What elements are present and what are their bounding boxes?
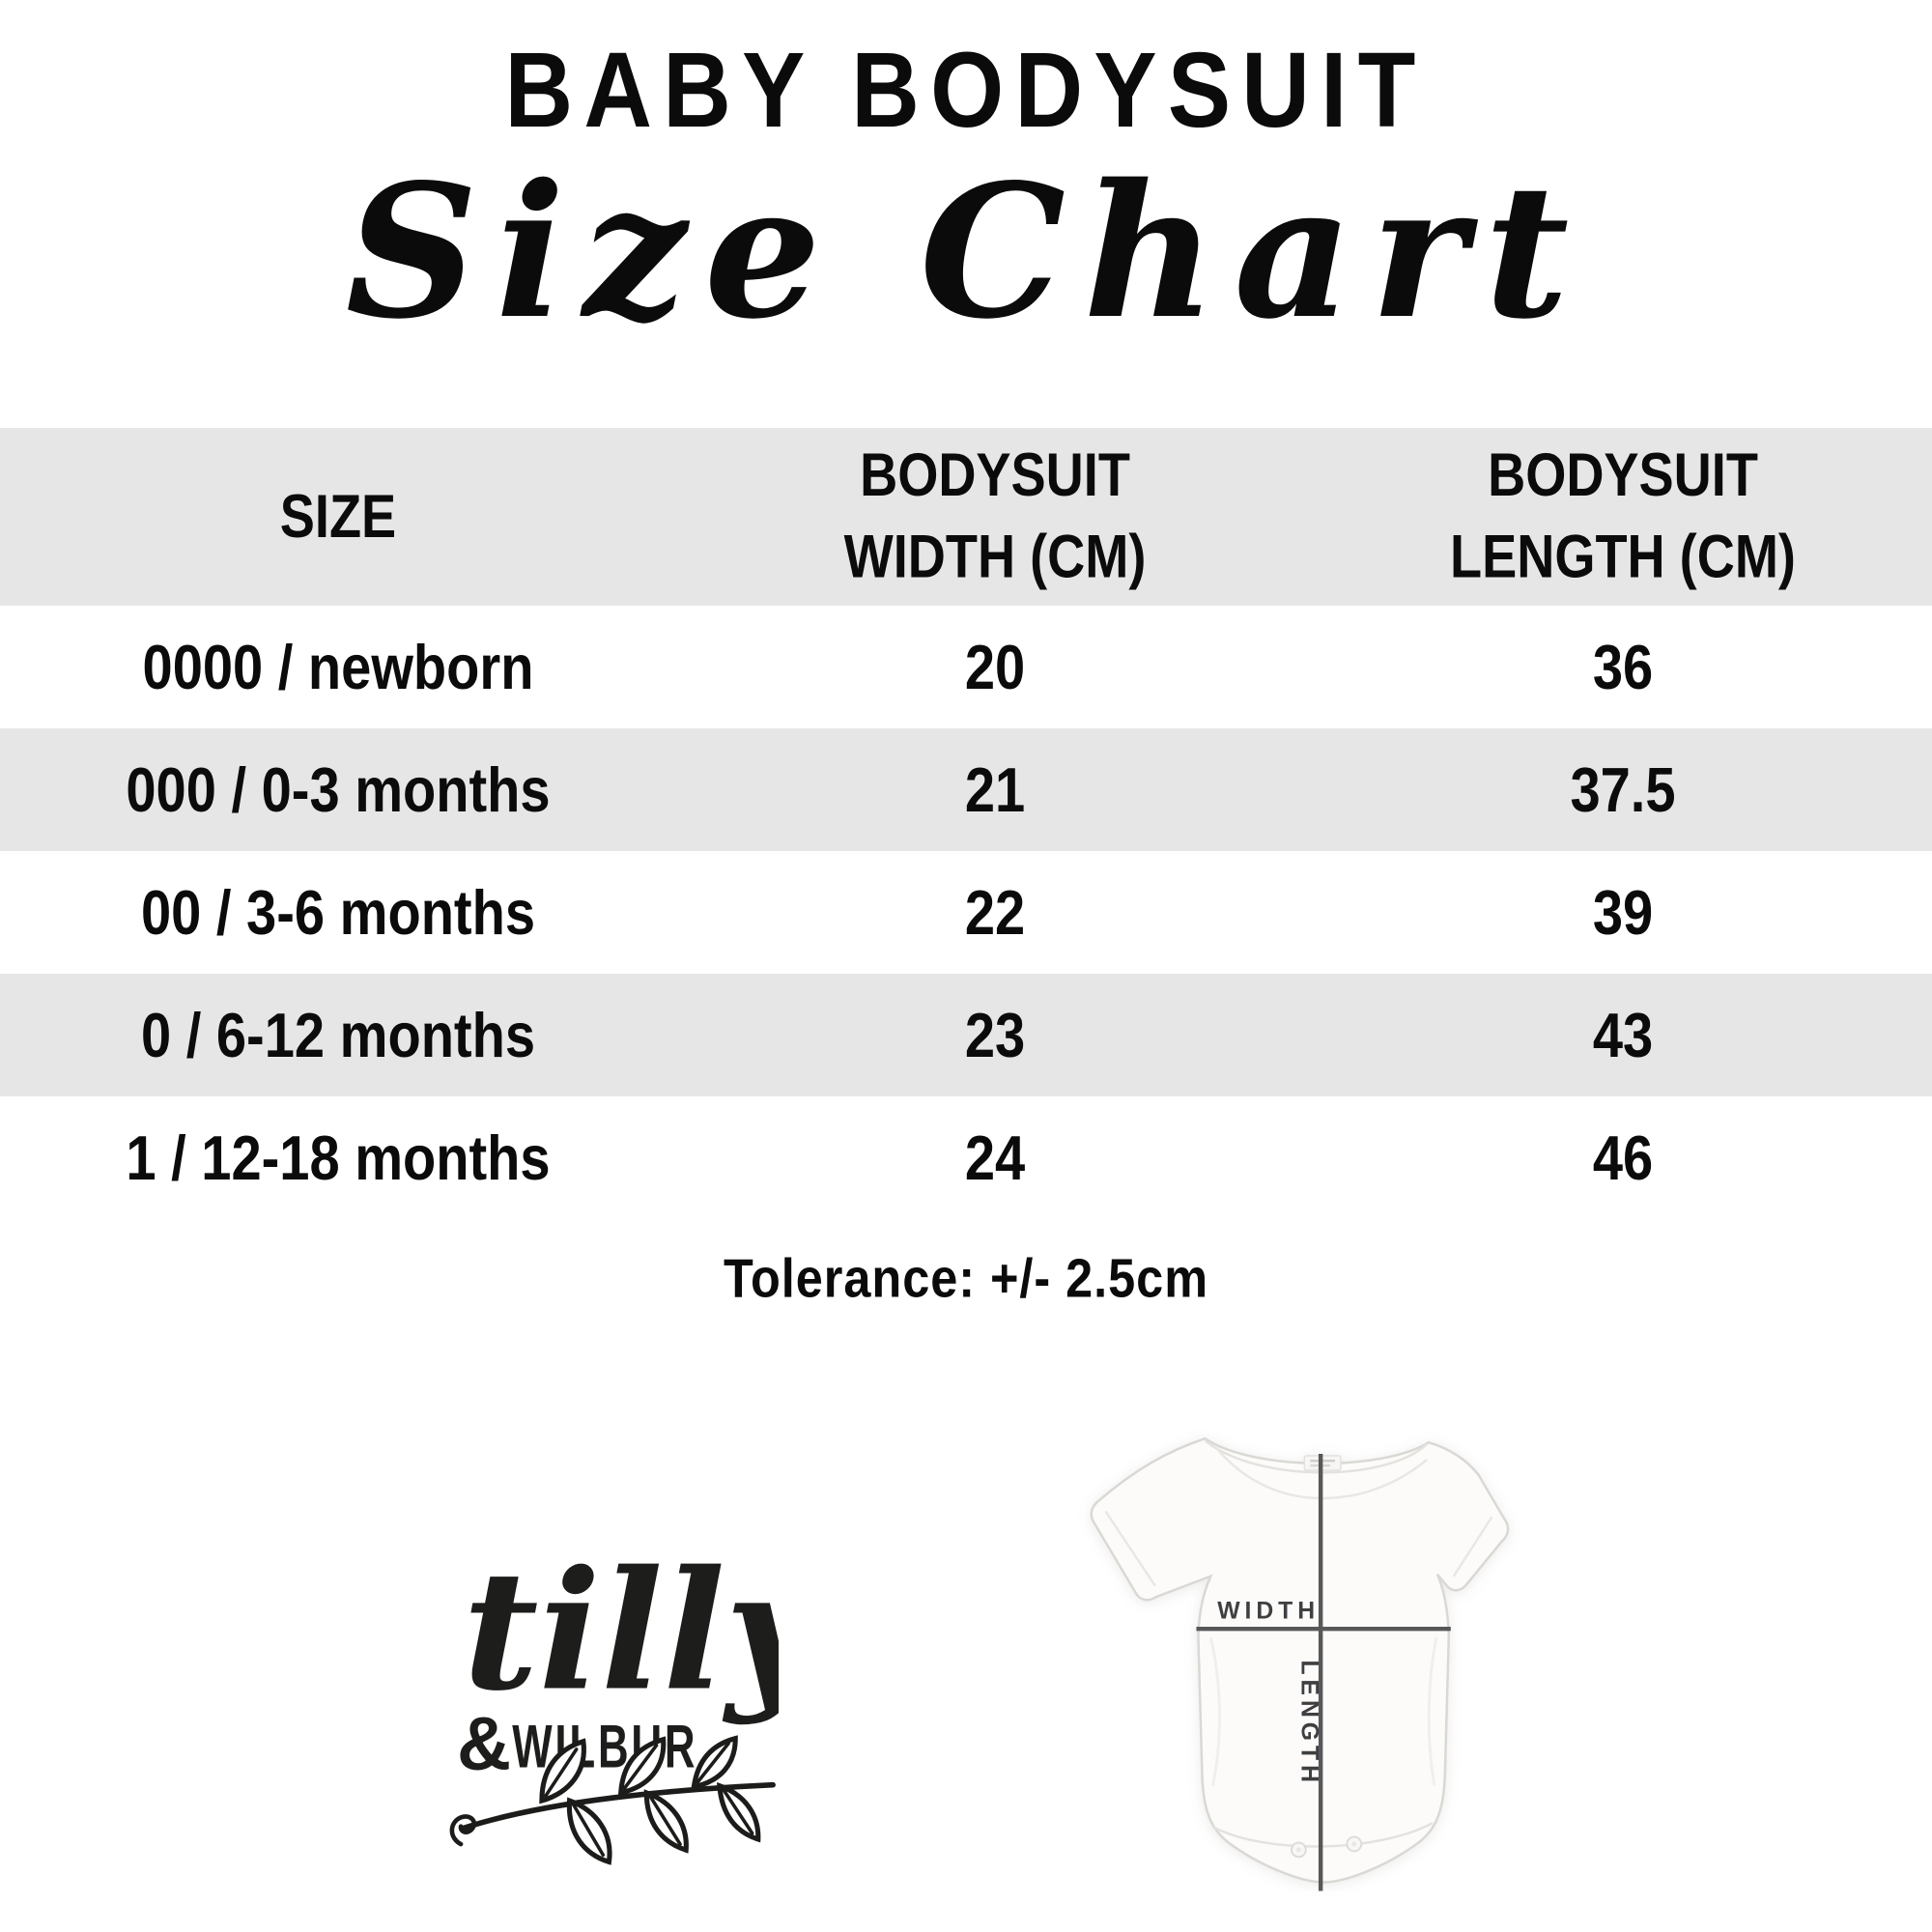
width-cell: 20	[964, 632, 1026, 702]
width-cell: 21	[964, 754, 1026, 825]
size-cell: 1 / 12-18 months	[126, 1122, 551, 1193]
table-row: 00 / 3-6 months 22 39	[0, 851, 1932, 974]
logo-ampersand: &	[457, 1702, 511, 1785]
size-cell: 0000 / newborn	[142, 632, 534, 702]
column-header-size: SIZE	[279, 482, 397, 551]
width-cell: 24	[964, 1122, 1026, 1193]
length-cell: 46	[1592, 1122, 1654, 1193]
table-row: 0000 / newborn 20 36	[0, 606, 1932, 728]
logo-script-text: tilly	[463, 1536, 779, 1728]
table-row: 000 / 0-3 months 21 37.5	[0, 728, 1932, 851]
page-subtitle: Size Chart	[345, 144, 1587, 359]
logo-wordmark: WILBUR	[512, 1713, 697, 1780]
length-label: LENGTH	[1295, 1660, 1321, 1786]
length-cell: 36	[1592, 632, 1654, 702]
page-title: BABY BODYSUIT	[0, 31, 1932, 151]
page-title-text: BABY BODYSUIT	[504, 31, 1428, 151]
column-header-width: BODYSUIT WIDTH (CM)	[843, 440, 1147, 591]
length-cell: 43	[1592, 1000, 1654, 1070]
size-table: SIZE BODYSUIT WIDTH (CM) BODYSUIT LENGTH…	[0, 428, 1932, 1219]
width-cell: 22	[964, 877, 1026, 948]
length-cell: 39	[1592, 877, 1654, 948]
table-row: 1 / 12-18 months 24 46	[0, 1096, 1932, 1219]
size-cell: 000 / 0-3 months	[126, 754, 551, 825]
size-cell: 00 / 3-6 months	[140, 877, 536, 948]
table-row: 0 / 6-12 months 23 43	[0, 974, 1932, 1096]
bodysuit-diagram: WIDTH LENGTH	[1090, 1436, 1510, 1891]
bodysuit-illustration	[1090, 1436, 1510, 1884]
column-header-length: BODYSUIT LENGTH (CM)	[1450, 440, 1796, 591]
table-header-row: SIZE BODYSUIT WIDTH (CM) BODYSUIT LENGTH…	[0, 428, 1932, 606]
size-cell: 0 / 6-12 months	[140, 1000, 536, 1070]
tolerance-note: Tolerance: +/- 2.5cm	[723, 1248, 1209, 1310]
branch-icon	[449, 1735, 776, 1865]
length-cell: 37.5	[1570, 754, 1676, 825]
tilly-wilbur-logo: tilly & WILBUR	[449, 1536, 779, 1865]
width-cell: 23	[964, 1000, 1026, 1070]
width-label: WIDTH	[1217, 1598, 1320, 1624]
